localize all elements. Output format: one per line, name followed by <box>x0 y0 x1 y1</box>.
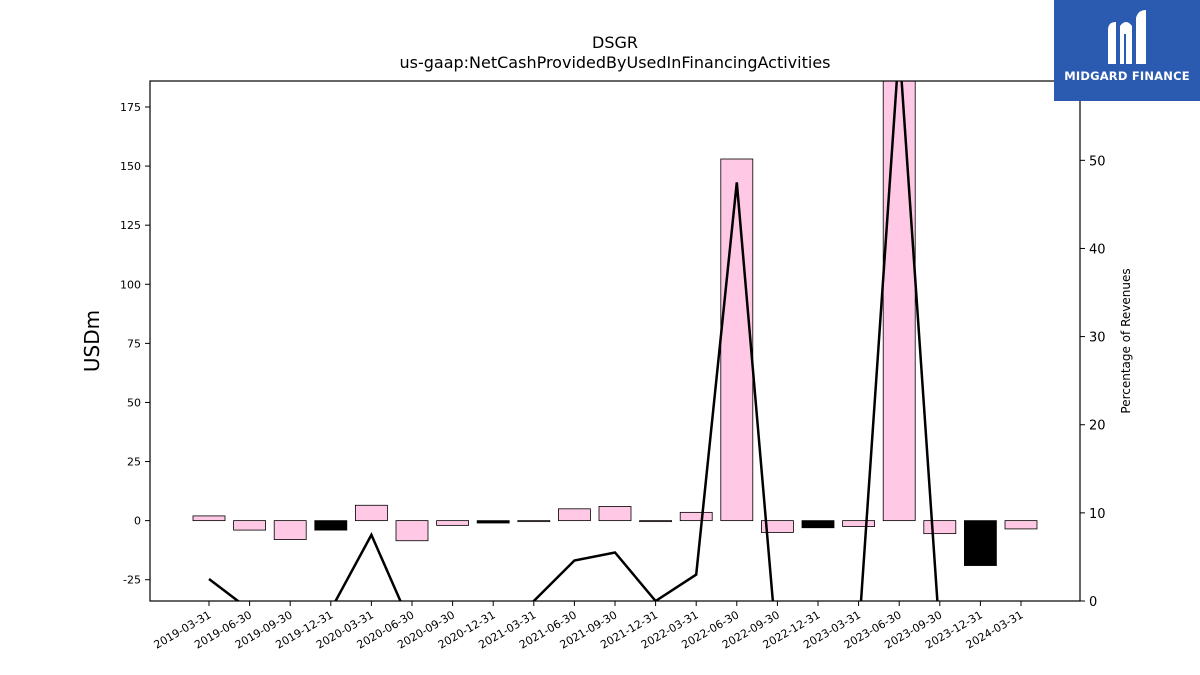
y-tick-label: 75 <box>127 337 141 350</box>
y2-axis-label: Percentage of Revenues <box>1119 268 1133 413</box>
bar-2020-03-31 <box>354 504 388 522</box>
y-tick-label: 150 <box>120 160 141 173</box>
y2-tick-label: 0 <box>1089 595 1097 610</box>
bar-2019-03-31 <box>192 515 226 522</box>
bar-2019-12-31 <box>314 520 348 531</box>
y-tick-label: 50 <box>127 396 141 409</box>
y-tick-label: 175 <box>120 101 141 114</box>
chart-title: DSGR <box>592 33 638 52</box>
y-tick-label: 0 <box>134 515 141 528</box>
y2-tick-label: 40 <box>1089 242 1106 257</box>
bar-2023-06-30 <box>882 81 916 522</box>
bar-2022-03-31 <box>679 511 713 522</box>
midgard-logo-icon <box>1108 10 1146 64</box>
bar-2020-09-30 <box>436 520 470 526</box>
bar-2019-09-30 <box>273 520 307 540</box>
bar-2022-06-30 <box>720 158 754 522</box>
bar-2019-06-30 <box>233 520 267 531</box>
bar-2022-12-31 <box>801 520 835 529</box>
y2-tick-label: 30 <box>1089 331 1106 346</box>
y-tick-label: 25 <box>127 456 141 469</box>
bar-2021-12-31 <box>639 520 672 523</box>
y2-tick-label: 10 <box>1089 507 1106 522</box>
y-tick-label: -25 <box>123 574 141 587</box>
bar-2021-06-30 <box>558 508 591 522</box>
percentage-of-revenues-line <box>208 81 939 601</box>
bar-2022-09-30 <box>761 520 794 533</box>
y-tick-label: 125 <box>120 219 141 232</box>
bar-2024-03-31 <box>1004 520 1038 530</box>
y2-tick-label: 20 <box>1089 419 1106 434</box>
y2-tick-label: 50 <box>1089 154 1106 169</box>
bar-2023-03-31 <box>842 520 875 527</box>
bar-2023-09-30 <box>923 520 957 535</box>
logo-text: MIDGARD FINANCE <box>1064 69 1190 83</box>
chart-subtitle: us-gaap:NetCashProvidedByUsedInFinancing… <box>399 53 830 72</box>
bar-2020-12-31 <box>476 520 510 524</box>
bar-2020-06-30 <box>395 520 429 542</box>
y-axis-label: USDm <box>80 310 104 372</box>
bar-2023-12-31 <box>964 520 997 566</box>
bar-2021-09-30 <box>598 506 632 522</box>
bar-2021-03-31 <box>517 520 551 523</box>
y-tick-label: 100 <box>120 278 141 291</box>
midgard-finance-logo: MIDGARD FINANCE <box>1054 0 1200 101</box>
